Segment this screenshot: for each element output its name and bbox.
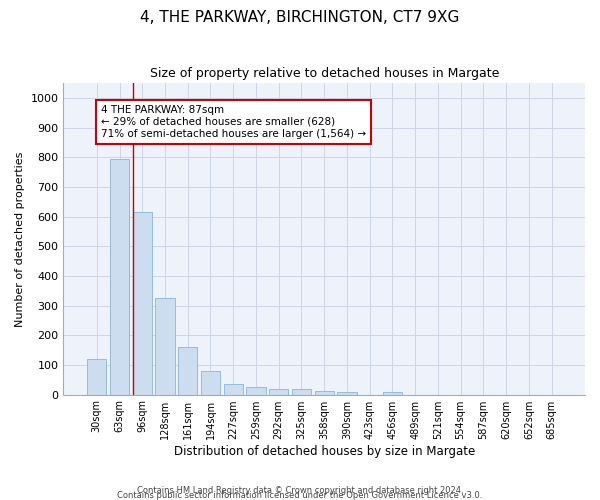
Bar [292, 389, 311, 394]
Text: Contains HM Land Registry data © Crown copyright and database right 2024.: Contains HM Land Registry data © Crown c… [137, 486, 463, 495]
Bar [110, 158, 129, 394]
X-axis label: Distribution of detached houses by size in Margate: Distribution of detached houses by size … [173, 444, 475, 458]
Bar [178, 347, 197, 395]
Text: 4 THE PARKWAY: 87sqm
← 29% of detached houses are smaller (628)
71% of semi-deta: 4 THE PARKWAY: 87sqm ← 29% of detached h… [101, 106, 366, 138]
Text: Contains public sector information licensed under the Open Government Licence v3: Contains public sector information licen… [118, 491, 482, 500]
Bar [383, 392, 402, 394]
Title: Size of property relative to detached houses in Margate: Size of property relative to detached ho… [149, 68, 499, 80]
Bar [247, 387, 266, 394]
Bar [201, 372, 220, 394]
Bar [133, 212, 152, 394]
Text: 4, THE PARKWAY, BIRCHINGTON, CT7 9XG: 4, THE PARKWAY, BIRCHINGTON, CT7 9XG [140, 10, 460, 25]
Bar [155, 298, 175, 394]
Bar [314, 390, 334, 394]
Bar [224, 384, 243, 394]
Y-axis label: Number of detached properties: Number of detached properties [15, 151, 25, 326]
Bar [87, 359, 106, 394]
Bar [337, 392, 356, 394]
Bar [269, 388, 289, 394]
